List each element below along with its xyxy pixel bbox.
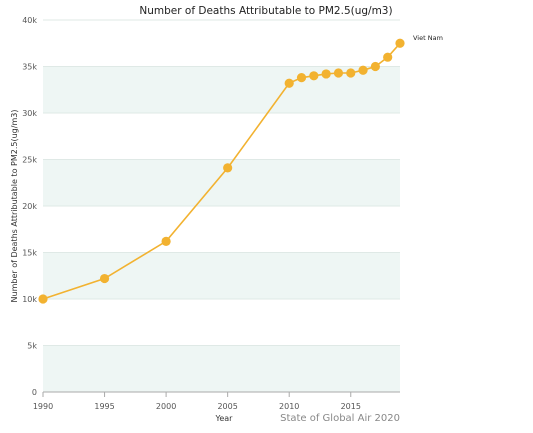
plot-band <box>43 252 400 299</box>
data-point[interactable] <box>309 71 319 81</box>
x-axis-ticks: 1990 1995 2000 2005 2010 2015 <box>33 392 361 411</box>
data-point[interactable] <box>395 38 405 48</box>
gridlines <box>43 19 400 346</box>
x-tick-label: 2015 <box>341 402 361 411</box>
data-point[interactable] <box>223 163 233 173</box>
data-point[interactable] <box>358 65 368 75</box>
y-axis-ticks: 0 5k 10k 15k 20k 25k 30k 35k 40k <box>22 16 37 397</box>
chart-title: Number of Deaths Attributable to PM2.5(u… <box>139 5 392 17</box>
x-tick-label: 2005 <box>217 402 237 411</box>
x-axis-title: Year <box>215 414 234 423</box>
plot-bands <box>43 66 400 392</box>
y-tick-label: 15k <box>22 249 37 258</box>
y-tick-label: 40k <box>22 16 37 25</box>
data-point[interactable] <box>284 78 294 88</box>
y-tick-label: 20k <box>22 202 37 211</box>
data-point[interactable] <box>321 69 331 79</box>
legend-label[interactable]: Viet Nam <box>413 34 443 42</box>
data-point[interactable] <box>346 68 356 78</box>
y-tick-label: 0 <box>32 388 37 397</box>
y-axis-title: Number of Deaths Attributable to PM2.5(u… <box>10 110 19 303</box>
data-point[interactable] <box>38 294 48 304</box>
series-points <box>38 38 405 304</box>
data-point[interactable] <box>99 273 110 284</box>
y-tick-label: 30k <box>22 109 37 118</box>
y-tick-label: 10k <box>22 295 37 304</box>
y-tick-label: 35k <box>22 63 37 72</box>
plot-band <box>43 345 400 392</box>
x-tick-label: 1990 <box>33 402 53 411</box>
data-point[interactable] <box>333 68 344 78</box>
data-point[interactable] <box>296 73 307 83</box>
y-tick-label: 25k <box>22 156 37 165</box>
data-point[interactable] <box>161 236 171 246</box>
plot-band <box>43 159 400 206</box>
y-tick-label: 5k <box>27 342 37 351</box>
x-tick-label: 2010 <box>279 402 299 411</box>
data-point[interactable] <box>370 61 380 72</box>
data-point[interactable] <box>383 52 393 62</box>
x-tick-label: 2000 <box>156 402 176 411</box>
x-tick-label: 1995 <box>94 402 114 411</box>
chart-credit: State of Global Air 2020 <box>280 413 400 424</box>
